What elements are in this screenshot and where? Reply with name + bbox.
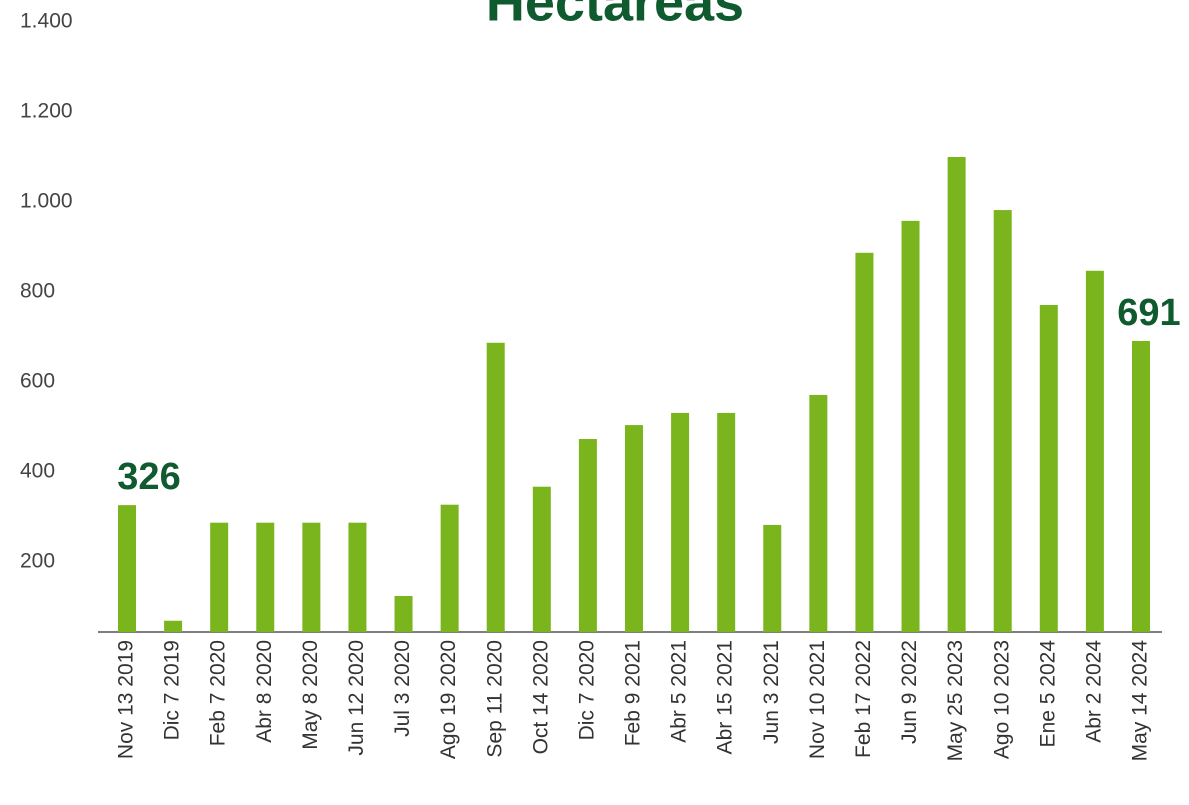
x-tick-label: Jun 9 2022 xyxy=(898,640,921,744)
bar xyxy=(763,524,782,632)
bar xyxy=(671,412,690,632)
bar xyxy=(947,156,966,632)
bar xyxy=(1039,304,1058,632)
y-tick-label: 1.400 xyxy=(20,10,73,33)
x-tick-label: Ago 10 2023 xyxy=(990,640,1013,759)
x-tick-label: Ene 5 2024 xyxy=(1036,640,1059,748)
bar xyxy=(532,486,551,632)
x-tick-label: Abr 8 2020 xyxy=(253,640,276,743)
x-tick-label: Feb 17 2022 xyxy=(852,640,875,758)
x-tick-label: Dic 7 2020 xyxy=(575,640,598,740)
bar xyxy=(993,210,1012,633)
value-label: 326 xyxy=(117,456,180,498)
chart-title: Hectareas xyxy=(486,0,744,32)
x-tick-label: Jun 12 2020 xyxy=(345,640,368,756)
x-tick-label: Feb 9 2021 xyxy=(622,640,645,746)
x-tick-label: Nov 10 2021 xyxy=(806,640,829,759)
x-tick-label: Abr 5 2021 xyxy=(668,640,691,743)
bar xyxy=(717,412,736,632)
bar xyxy=(164,620,183,632)
x-tick-label: Sep 11 2020 xyxy=(483,640,506,758)
bar xyxy=(624,425,643,632)
x-tick-label: Feb 7 2020 xyxy=(207,640,230,746)
y-tick-label: 1.200 xyxy=(20,100,73,123)
x-tick-label: Ago 19 2020 xyxy=(437,640,460,759)
x-tick-label: May 8 2020 xyxy=(299,640,322,750)
bar xyxy=(1131,340,1150,632)
x-tick-label: May 14 2024 xyxy=(1129,640,1152,762)
x-tick-label: Abr 15 2021 xyxy=(714,640,737,754)
y-tick-label: 200 xyxy=(20,549,55,572)
x-tick-label: Jul 3 2020 xyxy=(391,640,414,737)
bar xyxy=(1085,270,1104,632)
bar xyxy=(348,522,367,632)
y-tick-label: 1.000 xyxy=(20,190,73,213)
bar xyxy=(901,220,920,632)
bar xyxy=(302,522,321,632)
x-tick-label: Jun 3 2021 xyxy=(760,640,783,744)
x-tick-label: Abr 2 2024 xyxy=(1082,640,1105,743)
x-tick-label: Oct 14 2020 xyxy=(529,640,552,754)
x-tick-label: May 25 2023 xyxy=(944,640,967,761)
bar xyxy=(210,522,229,632)
bar xyxy=(578,439,597,632)
bar xyxy=(855,252,874,633)
value-label: 691 xyxy=(1117,292,1180,334)
y-tick-label: 800 xyxy=(20,279,55,302)
y-tick-label: 400 xyxy=(20,459,55,482)
x-tick-label: Nov 13 2019 xyxy=(115,640,138,759)
bar xyxy=(256,522,275,632)
bar xyxy=(486,342,505,632)
bar xyxy=(809,394,828,632)
x-tick-label: Dic 7 2019 xyxy=(161,640,184,740)
bar xyxy=(394,596,413,632)
bar xyxy=(440,504,459,632)
y-tick-label: 600 xyxy=(20,369,55,392)
bar xyxy=(118,505,136,632)
